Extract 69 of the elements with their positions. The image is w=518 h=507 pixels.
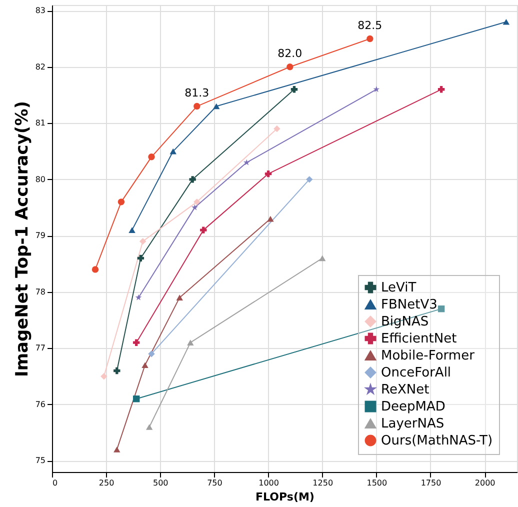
x-tick-label: 1250: [312, 478, 334, 488]
y-tick-label: 78: [35, 287, 46, 296]
point: [137, 254, 144, 262]
point: [318, 255, 326, 262]
x-tick-label: 750: [207, 478, 222, 488]
point: [194, 102, 200, 110]
y-tick-label: 75: [35, 456, 46, 466]
annotation: 82.5: [358, 18, 382, 32]
legend-label: LeViT: [381, 280, 416, 296]
point: [373, 86, 380, 92]
point: [502, 18, 510, 25]
point: [264, 170, 272, 178]
point: [135, 294, 142, 300]
point: [176, 294, 183, 300]
point: [132, 339, 140, 346]
point: [200, 226, 207, 234]
legend-label: DeepMAD: [381, 400, 446, 414]
point: [128, 227, 136, 233]
point: [118, 198, 125, 206]
y-tick-label: 77: [35, 344, 46, 353]
annotation: 82.0: [278, 46, 302, 60]
point: [306, 176, 313, 183]
point: [189, 176, 196, 183]
point: [114, 367, 120, 374]
point: [243, 159, 250, 166]
point: [290, 86, 298, 93]
point: [194, 198, 200, 206]
y-tick-label: 79: [35, 231, 46, 240]
point: [132, 396, 140, 402]
y-tick-label: 80: [35, 174, 46, 184]
point: [187, 340, 194, 346]
x-tick-label: 500: [153, 478, 168, 488]
legend-label: OnceForAll: [381, 366, 452, 380]
x-tick-label: 0: [52, 478, 58, 488]
legend-label: Mobile-Former: [381, 348, 476, 364]
x-tick-label: 1000: [258, 478, 279, 488]
point: [146, 424, 153, 430]
point: [192, 204, 198, 210]
point: [267, 216, 274, 222]
point: [170, 148, 176, 154]
legend-label: Ours(MathNAS-T): [381, 434, 493, 448]
x-axis-title: FLOPs(M): [256, 490, 314, 504]
x-tick-label: 250: [98, 478, 114, 488]
point: [438, 86, 445, 93]
y-tick-label: 81: [35, 118, 46, 128]
point: [100, 372, 108, 380]
annotation: 81.3: [184, 86, 210, 100]
y-axis-title: ImageNet Top-1 Accuracy(%): [12, 100, 32, 378]
point: [148, 350, 155, 358]
y-tick-label: 83: [35, 6, 46, 16]
y-tick-label: 76: [35, 400, 46, 409]
legend-label: LayerNAS: [381, 416, 444, 432]
point: [366, 35, 374, 42]
point: [114, 446, 120, 452]
point: [139, 238, 146, 245]
x-tick-label: 1750: [420, 478, 442, 488]
legend-label: FBNetV3: [381, 298, 438, 312]
point: [286, 64, 294, 70]
legend-label: ReXNet: [381, 382, 430, 398]
y-tick-label: 82: [35, 62, 46, 72]
legend-label: EfficientNet: [381, 332, 457, 346]
point: [92, 266, 99, 273]
point: [142, 362, 148, 368]
point: [438, 305, 445, 312]
point: [213, 103, 220, 110]
x-tick-label: 2000: [474, 478, 496, 488]
x-tick-label: 1500: [366, 478, 388, 488]
point: [274, 125, 280, 132]
point: [148, 154, 155, 160]
